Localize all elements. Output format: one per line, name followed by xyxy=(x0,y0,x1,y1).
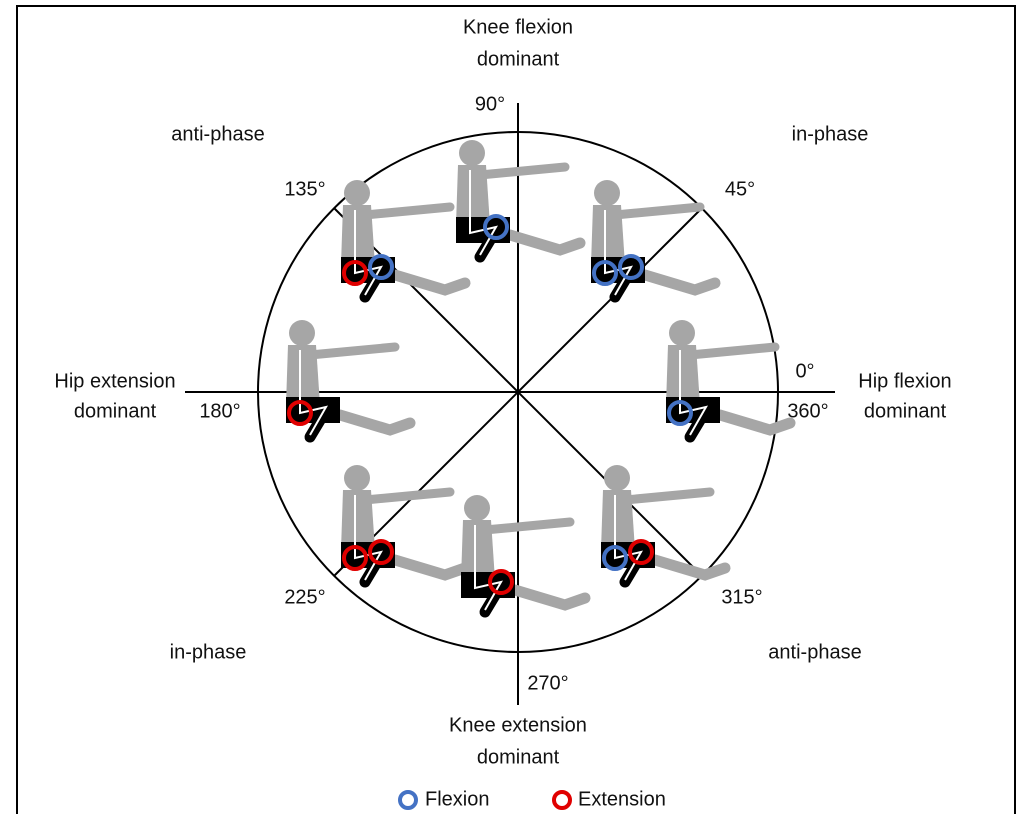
arm xyxy=(475,162,570,180)
knee-marker xyxy=(483,214,509,240)
bones xyxy=(299,350,329,436)
torso xyxy=(286,345,320,405)
torso xyxy=(456,165,490,225)
head xyxy=(289,320,315,346)
hip-marker xyxy=(602,545,628,571)
axis-label: Knee flexion xyxy=(463,16,573,38)
phase-circle xyxy=(257,131,779,653)
arm xyxy=(685,342,780,360)
arm xyxy=(360,202,455,220)
angle-label: 360° xyxy=(787,400,828,422)
torso xyxy=(341,490,375,550)
bones xyxy=(679,350,709,436)
bones xyxy=(354,495,384,581)
leg xyxy=(639,269,721,296)
arm xyxy=(610,202,705,220)
head xyxy=(604,465,630,491)
quadrant-label: anti-phase xyxy=(171,123,264,145)
knee-marker xyxy=(488,569,514,595)
squat-figure xyxy=(591,180,721,303)
head xyxy=(594,180,620,206)
axis-label: dominant xyxy=(477,48,560,70)
squat-figure xyxy=(666,320,796,443)
angle-label: 90° xyxy=(475,93,505,115)
quadrant-label: in-phase xyxy=(792,123,869,145)
torso xyxy=(461,520,495,580)
arm xyxy=(480,517,575,535)
hip-marker xyxy=(667,400,693,426)
leg xyxy=(389,554,471,581)
knee-marker xyxy=(618,254,644,280)
axis-label: Hip flexion xyxy=(858,370,951,392)
head xyxy=(459,140,485,166)
hip-marker xyxy=(342,545,368,571)
squat-figure xyxy=(456,140,586,263)
torso xyxy=(666,345,700,405)
head xyxy=(344,180,370,206)
knee-marker xyxy=(368,539,394,565)
bones xyxy=(604,210,634,296)
hip-marker xyxy=(287,400,313,426)
leg xyxy=(714,409,796,436)
squat-figure xyxy=(341,180,471,303)
shin xyxy=(294,409,332,443)
angle-label: 180° xyxy=(199,400,240,422)
knee-marker xyxy=(628,539,654,565)
axis-label: dominant xyxy=(864,400,947,422)
angle-label: 135° xyxy=(284,178,325,200)
leg xyxy=(334,409,416,436)
head xyxy=(464,495,490,521)
angle-label: 315° xyxy=(721,586,762,608)
torso xyxy=(591,205,625,265)
quadrant-label: anti-phase xyxy=(768,641,861,663)
squat-figure xyxy=(461,495,591,618)
quadrant-label: in-phase xyxy=(170,641,247,663)
leg xyxy=(504,229,586,256)
axis-label: dominant xyxy=(477,746,560,768)
bones xyxy=(469,170,499,256)
hip-marker xyxy=(342,260,368,286)
head xyxy=(669,320,695,346)
arm xyxy=(620,487,715,505)
head xyxy=(344,465,370,491)
bones xyxy=(474,525,504,611)
axis-label: Knee extension xyxy=(449,714,587,736)
shin xyxy=(674,409,712,443)
angle-label: 45° xyxy=(725,178,755,200)
legend-label: Extension xyxy=(578,788,666,810)
legend-label: Flexion xyxy=(425,788,489,810)
axis-label: Hip extension xyxy=(54,370,175,392)
angle-label: 225° xyxy=(284,586,325,608)
knee-marker xyxy=(368,254,394,280)
axis-label: dominant xyxy=(74,400,157,422)
bones xyxy=(614,495,644,581)
legend-swatch xyxy=(398,790,418,810)
leg xyxy=(649,554,731,581)
frame xyxy=(16,5,1016,814)
squat-figure xyxy=(341,465,471,588)
arm xyxy=(360,487,455,505)
bones xyxy=(354,210,384,296)
leg xyxy=(389,269,471,296)
figures xyxy=(286,140,796,618)
arm xyxy=(305,342,400,360)
torso xyxy=(341,205,375,265)
hip-marker xyxy=(592,260,618,286)
squat-figure xyxy=(601,465,731,588)
squat-figure xyxy=(286,320,416,443)
torso xyxy=(601,490,635,550)
angle-label: 0° xyxy=(795,360,814,382)
leg xyxy=(509,584,591,611)
legend-swatch xyxy=(552,790,572,810)
angle-label: 270° xyxy=(527,672,568,694)
